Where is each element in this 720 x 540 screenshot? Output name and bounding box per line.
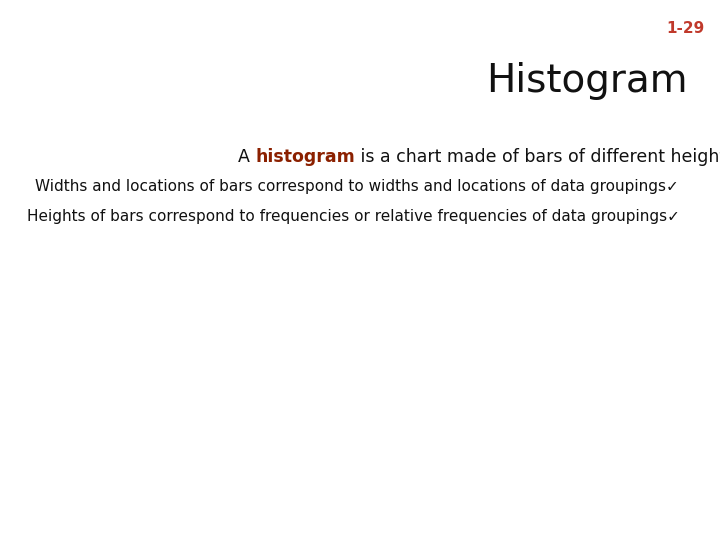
Text: histogram: histogram [256,148,356,166]
Text: is a chart made of bars of different heights.: is a chart made of bars of different hei… [356,148,720,166]
Text: A: A [238,148,256,166]
Text: Histogram: Histogram [486,62,688,100]
Text: Heights of bars correspond to frequencies or relative frequencies of data groupi: Heights of bars correspond to frequencie… [27,209,680,224]
Text: Widths and locations of bars correspond to widths and locations of data grouping: Widths and locations of bars correspond … [35,179,678,194]
Text: 1-29: 1-29 [666,21,704,36]
